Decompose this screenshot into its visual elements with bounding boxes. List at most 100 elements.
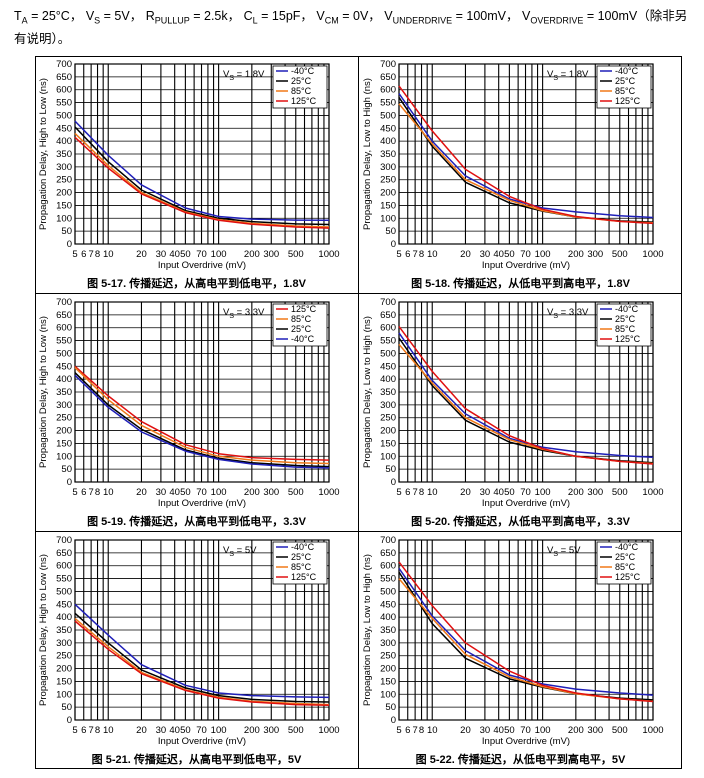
y-tick-label: 350 xyxy=(56,387,72,398)
x-tick-label: 200 xyxy=(568,249,584,260)
x-tick-label: 7 xyxy=(412,725,417,736)
legend-label: 125°C xyxy=(615,334,641,344)
supply-voltage-label: VS = 3.3V xyxy=(223,307,265,320)
legend-label: 25°C xyxy=(291,324,312,334)
y-tick-label: 450 xyxy=(56,123,72,134)
legend-label: -40°C xyxy=(291,542,315,552)
y-tick-label: 550 xyxy=(380,98,396,109)
x-tick-label: 200 xyxy=(244,249,260,260)
vunderdrive-symbol: V xyxy=(384,9,393,23)
fig-5-19-chart: 0501001502002503003504004505005506006507… xyxy=(38,297,340,509)
series-line-125c xyxy=(74,136,330,229)
plot-frame xyxy=(398,301,654,483)
y-tick-label: 350 xyxy=(56,149,72,160)
legend-label: -40°C xyxy=(615,304,639,314)
voverdrive-value: = 100mV xyxy=(583,9,638,23)
y-tick-label: 700 xyxy=(380,297,396,308)
series-line-neg40c xyxy=(74,603,330,699)
legend-label: 85°C xyxy=(615,86,636,96)
x-tick-label: 10 xyxy=(103,249,114,260)
y-tick-label: 200 xyxy=(56,188,72,199)
y-tick-label: 500 xyxy=(56,110,72,121)
y-tick-label: 350 xyxy=(56,625,72,636)
y-tick-label: 50 xyxy=(61,702,72,713)
x-tick-label: 20 xyxy=(460,725,471,736)
x-tick-label: 50 xyxy=(504,487,515,498)
y-tick-label: 550 xyxy=(56,98,72,109)
rpullup-subscript: PULLUP xyxy=(154,15,190,26)
series-line-25c xyxy=(74,372,330,468)
supply-voltage-label: VS = 5V xyxy=(547,545,581,558)
y-tick-label: 600 xyxy=(56,561,72,572)
x-tick-label: 500 xyxy=(612,725,628,736)
y-tick-label: 150 xyxy=(380,676,396,687)
y-tick-label: 450 xyxy=(380,361,396,372)
x-tick-label: 70 xyxy=(520,487,531,498)
x-tick-label: 20 xyxy=(136,725,147,736)
x-tick-label: 10 xyxy=(427,487,438,498)
series-line-neg40c xyxy=(74,374,330,469)
y-tick-label: 150 xyxy=(380,200,396,211)
vs-subscript: S xyxy=(94,15,101,26)
series-line-125c xyxy=(74,365,330,461)
fig-5-22-caption: 图 5-22. 传播延迟，从低电平到高电平，5V xyxy=(415,754,626,766)
legend-label: 25°C xyxy=(615,76,636,86)
y-tick-label: 350 xyxy=(380,149,396,160)
y-tick-label: 100 xyxy=(380,213,396,224)
y-tick-label: 100 xyxy=(56,451,72,462)
y-tick-label: 250 xyxy=(56,175,72,186)
x-tick-label: 70 xyxy=(196,249,207,260)
y-tick-label: 50 xyxy=(385,702,396,713)
y-tick-label: 600 xyxy=(56,323,72,334)
y-tick-label: 100 xyxy=(56,689,72,700)
legend-label: -40°C xyxy=(615,542,639,552)
y-tick-label: 450 xyxy=(56,361,72,372)
y-tick-label: 450 xyxy=(380,599,396,610)
x-tick-label: 40 xyxy=(169,249,180,260)
y-tick-label: 200 xyxy=(56,426,72,437)
x-tick-label: 5 xyxy=(396,487,401,498)
y-tick-label: 300 xyxy=(380,400,396,411)
fig-5-17-chart: 0501001502002503003504004505005506006507… xyxy=(38,59,340,271)
x-tick-label: 8 xyxy=(95,725,100,736)
x-tick-label: 40 xyxy=(169,487,180,498)
y-axis-label: Propagation Delay, Low to High (ns) xyxy=(362,316,373,468)
x-tick-label: 300 xyxy=(263,725,279,736)
y-tick-label: 200 xyxy=(380,426,396,437)
y-tick-label: 600 xyxy=(56,85,72,96)
y-tick-label: 700 xyxy=(380,59,396,70)
voverdrive-subscript: OVERDRIVE xyxy=(530,15,584,26)
fig-5-21-caption: 图 5-21. 传播延迟，从高电平到低电平，5V xyxy=(91,754,302,766)
x-tick-label: 500 xyxy=(288,487,304,498)
y-tick-label: 250 xyxy=(380,651,396,662)
vs-value: = 5V， xyxy=(100,9,143,23)
x-tick-label: 300 xyxy=(587,725,603,736)
y-tick-label: 0 xyxy=(67,477,72,488)
y-tick-label: 700 xyxy=(56,59,72,70)
y-tick-label: 200 xyxy=(380,188,396,199)
x-tick-label: 20 xyxy=(136,487,147,498)
x-tick-label: 30 xyxy=(480,249,491,260)
y-tick-label: 0 xyxy=(391,239,396,250)
legend-label: 125°C xyxy=(291,96,317,106)
y-tick-label: 400 xyxy=(56,612,72,623)
fig-5-22-chart: 0501001502002503003504004505005506006507… xyxy=(362,535,664,747)
vunderdrive-subscript: UNDERDRIVE xyxy=(392,15,453,26)
x-tick-label: 1000 xyxy=(318,725,339,736)
x-tick-label: 20 xyxy=(136,249,147,260)
ta-symbol: T xyxy=(14,9,22,23)
plot-frame xyxy=(398,63,654,245)
y-tick-label: 150 xyxy=(56,676,72,687)
x-tick-label: 500 xyxy=(288,725,304,736)
y-tick-label: 350 xyxy=(380,387,396,398)
x-tick-label: 500 xyxy=(612,249,628,260)
y-tick-label: 0 xyxy=(67,715,72,726)
x-tick-label: 1000 xyxy=(318,249,339,260)
x-tick-label: 6 xyxy=(81,725,86,736)
series-line-125c xyxy=(398,325,654,465)
x-tick-label: 8 xyxy=(95,249,100,260)
x-tick-label: 100 xyxy=(211,725,227,736)
legend-label: 25°C xyxy=(615,314,636,324)
y-tick-label: 100 xyxy=(56,213,72,224)
fig-5-21-chart: 0501001502002503003504004505005506006507… xyxy=(38,535,340,747)
